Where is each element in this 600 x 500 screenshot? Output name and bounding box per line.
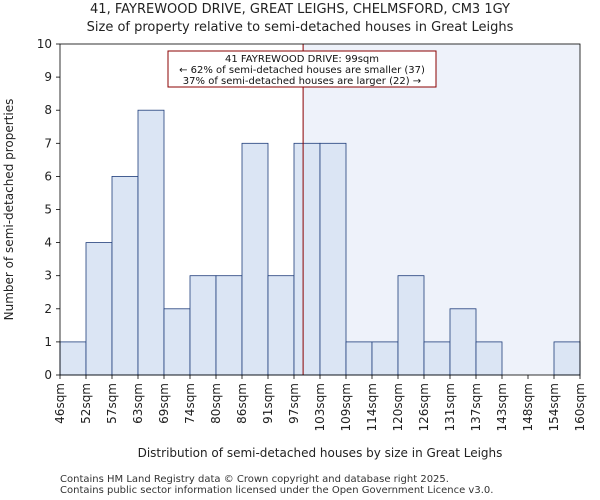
histogram-bar bbox=[189, 275, 217, 376]
annotation-box bbox=[167, 50, 437, 88]
histogram-bar bbox=[241, 142, 269, 376]
x-tick-label: 69sqm bbox=[157, 383, 171, 424]
annotation-line-1: 41 FAYREWOOD DRIVE: 99sqm bbox=[225, 54, 379, 65]
histogram-bar bbox=[449, 308, 477, 376]
histogram-bar bbox=[111, 175, 139, 376]
x-tick-label: 80sqm bbox=[209, 383, 223, 424]
histogram-bar bbox=[371, 341, 399, 376]
y-tick-label: 4 bbox=[44, 236, 52, 250]
y-axis-label: Number of semi-detached properties bbox=[2, 99, 16, 321]
histogram-chart: 0 1 2 3 4 5 6 7 8 9 10 46sqm 52sqm 57sqm 63sqm 69sqm 74s… bbox=[2, 37, 587, 460]
x-tick-label: 120sqm bbox=[391, 383, 405, 431]
chart-title: 41, FAYREWOOD DRIVE, GREAT LEIGHS, CHELM… bbox=[90, 2, 510, 17]
x-tick-label: 57sqm bbox=[105, 383, 119, 424]
annotation-line-3: 37% of semi-detached houses are larger (… bbox=[183, 76, 421, 87]
y-tick-label: 2 bbox=[44, 302, 52, 316]
y-tick-label: 5 bbox=[44, 203, 52, 217]
footer-licence: Contains public sector information licen… bbox=[60, 485, 494, 496]
y-tick-label: 0 bbox=[44, 368, 52, 382]
x-tick-label: 154sqm bbox=[547, 383, 561, 431]
x-tick-label: 160sqm bbox=[573, 383, 587, 431]
x-axis-label: Distribution of semi-detached houses by … bbox=[138, 446, 503, 460]
x-tick-label: 52sqm bbox=[79, 383, 93, 424]
x-tick-label: 109sqm bbox=[339, 383, 353, 431]
y-tick-label: 3 bbox=[44, 269, 52, 283]
histogram-bar bbox=[423, 341, 451, 376]
x-tick-label: 114sqm bbox=[365, 383, 379, 431]
x-tick-label: 148sqm bbox=[521, 383, 535, 431]
y-tick-label: 10 bbox=[37, 37, 52, 51]
annotation-line-2: ← 62% of semi-detached houses are smalle… bbox=[179, 65, 425, 76]
histogram-bar bbox=[293, 142, 321, 376]
y-tick-label: 9 bbox=[44, 70, 52, 84]
larger-region bbox=[303, 44, 580, 375]
x-tick-label: 46sqm bbox=[53, 383, 67, 424]
histogram-bar bbox=[163, 308, 191, 376]
histogram-bar bbox=[59, 341, 87, 376]
histogram-bar bbox=[345, 341, 373, 376]
histogram-bar bbox=[137, 109, 165, 376]
y-tick-label: 1 bbox=[44, 335, 52, 349]
x-tick-label: 86sqm bbox=[235, 383, 249, 424]
x-tick-label: 131sqm bbox=[443, 383, 457, 431]
histogram-bar bbox=[397, 275, 425, 376]
histogram-bar bbox=[319, 142, 347, 376]
x-tick-label: 63sqm bbox=[131, 383, 145, 424]
chart-subtitle: Size of property relative to semi-detach… bbox=[86, 20, 514, 35]
x-tick-label: 103sqm bbox=[313, 383, 327, 431]
x-tick-label: 126sqm bbox=[417, 383, 431, 431]
histogram-bar bbox=[553, 341, 581, 376]
x-tick-label: 143sqm bbox=[495, 383, 509, 431]
y-tick-label: 8 bbox=[44, 103, 52, 117]
x-tick-label: 91sqm bbox=[261, 383, 275, 424]
histogram-bar bbox=[215, 275, 243, 376]
x-tick-label: 97sqm bbox=[287, 383, 301, 424]
histogram-bar bbox=[475, 341, 503, 376]
x-tick-label: 74sqm bbox=[183, 383, 197, 424]
footer-copyright: Contains HM Land Registry data © Crown c… bbox=[60, 474, 449, 485]
x-tick-label: 137sqm bbox=[469, 383, 483, 431]
histogram-bar bbox=[267, 275, 295, 376]
y-tick-label: 6 bbox=[44, 169, 52, 183]
histogram-bar bbox=[85, 242, 113, 376]
y-tick-label: 7 bbox=[44, 136, 52, 150]
